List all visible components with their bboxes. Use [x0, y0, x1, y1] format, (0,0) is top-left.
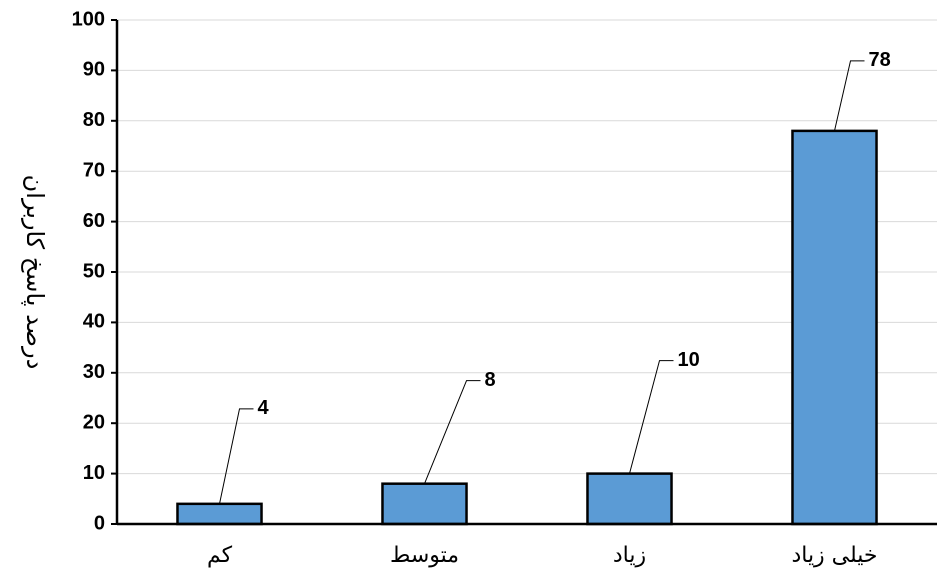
bar — [791, 129, 878, 526]
y-tick-label: 40 — [83, 311, 105, 333]
y-tick-label: 30 — [83, 361, 105, 383]
data-label-leader — [834, 60, 865, 131]
y-tick-label: 70 — [83, 159, 105, 181]
x-category-labels: کم متوسط زیاد خیلی زیاد — [207, 543, 878, 568]
bar — [176, 502, 263, 526]
x-category-label: کم — [207, 543, 233, 568]
y-axis-title: درصد پاسخ کاربران — [21, 175, 49, 370]
y-tick-label: 20 — [83, 411, 105, 433]
y-tick-label: 80 — [83, 109, 105, 131]
bar — [586, 472, 673, 526]
y-tick-label: 100 — [72, 8, 105, 30]
gridlines — [117, 19, 937, 475]
x-category-label: زیاد — [613, 543, 646, 568]
data-label-leader — [629, 360, 674, 474]
data-label: 8 — [485, 369, 496, 391]
bar — [381, 482, 468, 526]
y-tick-label: 50 — [83, 260, 105, 282]
data-label-leader — [219, 408, 254, 504]
y-tick-label: 90 — [83, 59, 105, 81]
y-tick-label: 10 — [83, 462, 105, 484]
y-tick-labels: 0 10 20 30 40 50 60 70 80 90 100 — [72, 8, 105, 534]
x-category-label: خیلی زیاد — [791, 543, 877, 568]
data-label-leader — [424, 380, 481, 484]
data-label: 78 — [869, 49, 891, 71]
axes — [111, 19, 937, 526]
y-tick-label: 0 — [94, 512, 105, 534]
data-label: 10 — [678, 349, 700, 371]
data-label: 4 — [258, 397, 270, 419]
data-labels: 4 8 10 78 — [219, 49, 891, 504]
y-tick-label: 60 — [83, 210, 105, 232]
bars — [176, 129, 878, 526]
x-category-label: متوسط — [390, 543, 459, 568]
